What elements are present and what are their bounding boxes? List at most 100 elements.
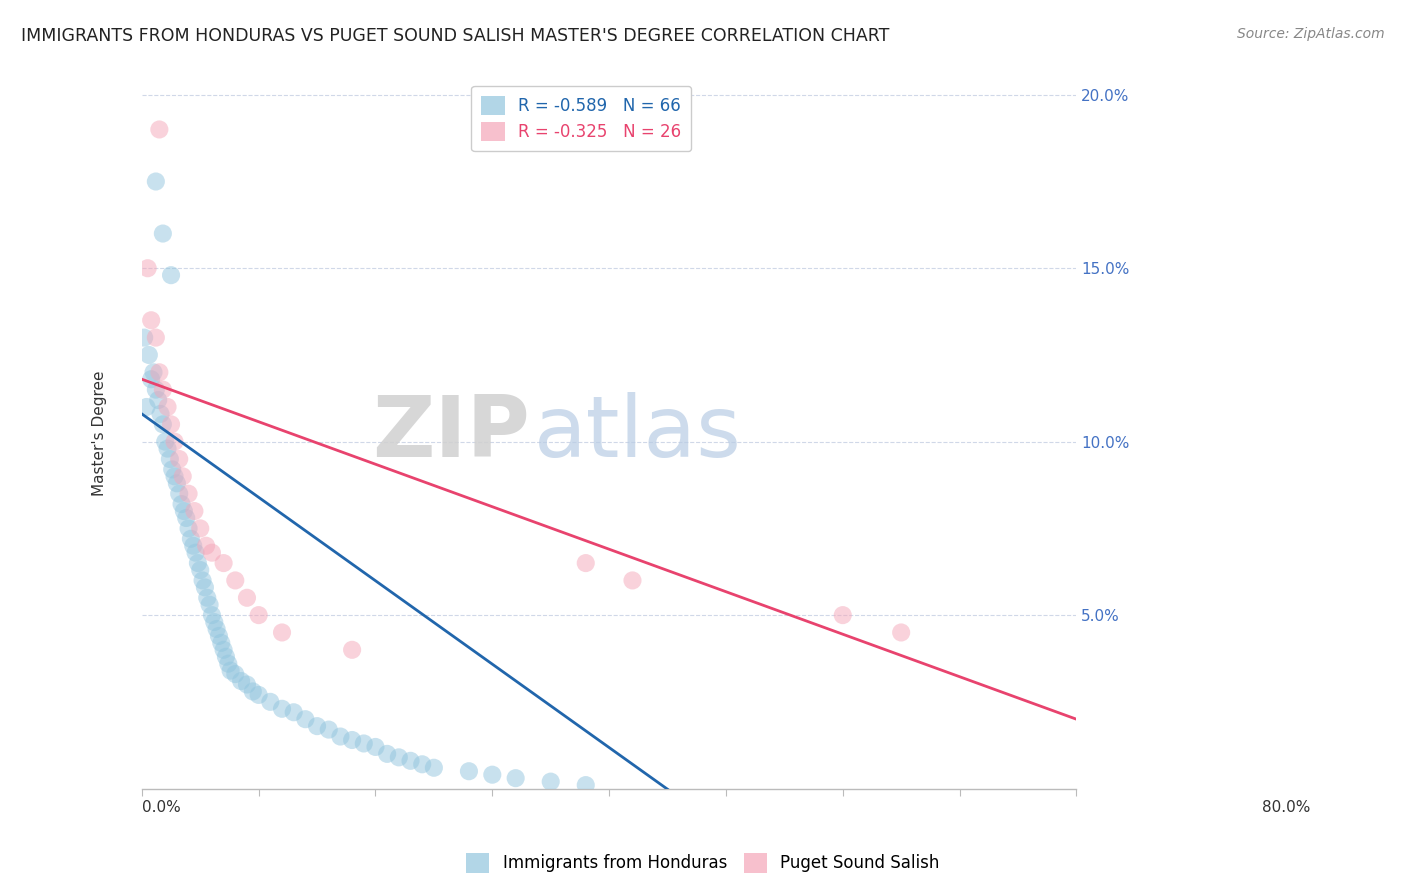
Point bbox=[247, 688, 270, 702]
Point bbox=[152, 227, 174, 241]
Text: Master's Degree: Master's Degree bbox=[93, 370, 107, 496]
Point bbox=[156, 442, 179, 456]
Point bbox=[152, 417, 174, 432]
Point bbox=[375, 747, 398, 761]
Point bbox=[831, 608, 853, 623]
Point bbox=[423, 761, 446, 775]
Point bbox=[160, 462, 183, 476]
Text: 80.0%: 80.0% bbox=[1261, 800, 1310, 815]
Point bbox=[163, 469, 186, 483]
Point bbox=[167, 452, 190, 467]
Point bbox=[159, 452, 181, 467]
Point bbox=[194, 580, 217, 594]
Point bbox=[172, 469, 194, 483]
Point bbox=[160, 268, 183, 282]
Point bbox=[201, 608, 224, 623]
Point bbox=[156, 400, 179, 414]
Point bbox=[231, 673, 253, 688]
Point bbox=[340, 733, 363, 747]
Point bbox=[209, 636, 232, 650]
Point bbox=[195, 539, 218, 553]
Point bbox=[148, 122, 170, 136]
Point bbox=[307, 719, 329, 733]
Legend: Immigrants from Honduras, Puget Sound Salish: Immigrants from Honduras, Puget Sound Sa… bbox=[460, 847, 946, 880]
Legend: R = -0.589   N = 66, R = -0.325   N = 26: R = -0.589 N = 66, R = -0.325 N = 26 bbox=[471, 86, 690, 151]
Point bbox=[153, 434, 176, 449]
Point bbox=[219, 664, 242, 678]
Point bbox=[187, 556, 209, 570]
Point bbox=[170, 497, 193, 511]
Point bbox=[145, 174, 167, 188]
Point bbox=[242, 684, 264, 698]
Point bbox=[138, 348, 160, 362]
Point bbox=[353, 736, 375, 750]
Point bbox=[142, 365, 165, 379]
Point bbox=[294, 712, 316, 726]
Point bbox=[177, 486, 200, 500]
Text: Source: ZipAtlas.com: Source: ZipAtlas.com bbox=[1237, 27, 1385, 41]
Point bbox=[191, 574, 214, 588]
Point bbox=[148, 392, 170, 407]
Point bbox=[458, 764, 481, 779]
Point bbox=[184, 546, 207, 560]
Point bbox=[163, 434, 186, 449]
Point bbox=[271, 702, 294, 716]
Point bbox=[247, 608, 270, 623]
Point bbox=[340, 642, 363, 657]
Point bbox=[411, 757, 433, 772]
Point bbox=[188, 521, 211, 535]
Point bbox=[224, 574, 246, 588]
Point bbox=[166, 476, 188, 491]
Point bbox=[188, 563, 211, 577]
Text: ZIP: ZIP bbox=[373, 392, 530, 475]
Point bbox=[224, 667, 246, 681]
Point bbox=[388, 750, 411, 764]
Point bbox=[236, 677, 259, 691]
Text: 0.0%: 0.0% bbox=[142, 800, 180, 815]
Point bbox=[160, 417, 183, 432]
Point bbox=[236, 591, 259, 605]
Text: atlas: atlas bbox=[534, 392, 742, 475]
Point bbox=[202, 615, 225, 629]
Point bbox=[575, 778, 598, 792]
Point bbox=[271, 625, 294, 640]
Point bbox=[180, 532, 202, 546]
Point bbox=[399, 754, 422, 768]
Point bbox=[174, 511, 197, 525]
Point bbox=[575, 556, 598, 570]
Point bbox=[149, 407, 172, 421]
Point bbox=[505, 771, 527, 785]
Point bbox=[145, 383, 167, 397]
Point bbox=[181, 539, 204, 553]
Point bbox=[135, 400, 157, 414]
Point bbox=[195, 591, 218, 605]
Point bbox=[173, 504, 195, 518]
Point bbox=[145, 330, 167, 344]
Point bbox=[141, 313, 163, 327]
Point bbox=[148, 365, 170, 379]
Point bbox=[217, 657, 239, 671]
Point bbox=[212, 556, 235, 570]
Point bbox=[141, 372, 163, 386]
Point bbox=[364, 739, 387, 754]
Point bbox=[215, 649, 238, 664]
Point bbox=[283, 705, 305, 719]
Text: IMMIGRANTS FROM HONDURAS VS PUGET SOUND SALISH MASTER'S DEGREE CORRELATION CHART: IMMIGRANTS FROM HONDURAS VS PUGET SOUND … bbox=[21, 27, 890, 45]
Point bbox=[318, 723, 340, 737]
Point bbox=[540, 774, 562, 789]
Point bbox=[208, 629, 231, 643]
Point bbox=[621, 574, 644, 588]
Point bbox=[198, 598, 221, 612]
Point bbox=[134, 330, 156, 344]
Point bbox=[890, 625, 912, 640]
Point bbox=[136, 261, 159, 276]
Point bbox=[177, 521, 200, 535]
Point bbox=[201, 546, 224, 560]
Point bbox=[212, 642, 235, 657]
Point bbox=[259, 695, 281, 709]
Point bbox=[167, 486, 190, 500]
Point bbox=[152, 383, 174, 397]
Point bbox=[329, 730, 352, 744]
Point bbox=[205, 622, 228, 636]
Point bbox=[183, 504, 205, 518]
